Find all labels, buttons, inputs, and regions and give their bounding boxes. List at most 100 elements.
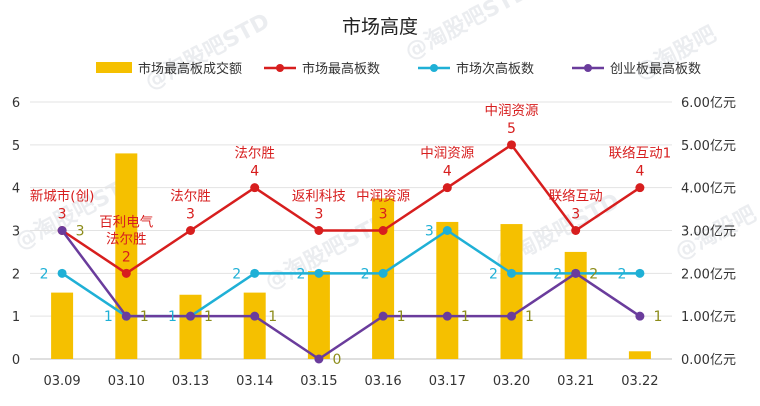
svg-text:@淘股吧STD: @淘股吧STD: [141, 8, 274, 95]
right-tick-label: 0.00亿元: [681, 353, 736, 368]
value-label: 2: [489, 266, 498, 282]
value-label: 1: [461, 309, 470, 325]
value-label: 0: [332, 352, 341, 368]
left-tick-label: 4: [12, 182, 20, 197]
value-label: 3: [425, 224, 434, 240]
x-tick-label: 03.21: [557, 374, 594, 389]
value-label: 2: [617, 266, 626, 282]
series-point: [186, 226, 195, 235]
stock-label: 中润资源: [420, 146, 474, 162]
x-tick-label: 03.20: [493, 374, 530, 389]
bar: [628, 351, 651, 359]
series-point: [442, 226, 452, 235]
bar-series: [51, 153, 651, 359]
value-label: 1: [268, 309, 277, 325]
bar: [243, 292, 266, 359]
series-point: [507, 268, 516, 278]
value-label: 3: [186, 207, 195, 223]
bar: [51, 292, 74, 359]
value-label: 1: [140, 309, 149, 325]
legend-marker: [276, 64, 284, 72]
x-tick-label: 03.14: [236, 374, 273, 389]
bar: [436, 221, 459, 359]
x-tick-label: 03.22: [621, 374, 658, 389]
value-label: 3: [379, 207, 388, 223]
stock-label: 中润资源: [485, 103, 539, 119]
left-tick-label: 2: [12, 267, 20, 282]
stock-label: 联络互动: [549, 189, 603, 205]
right-axis: 0.00亿元 1.00亿元 2.00亿元 3.00亿元 4.00亿元 5.00亿元 6.00…: [681, 96, 736, 368]
left-tick-label: 1: [12, 310, 20, 325]
series-point: [635, 183, 645, 193]
series-point: [635, 268, 645, 278]
series-point: [571, 268, 581, 278]
value-label: 1: [204, 309, 213, 325]
x-tick-label: 03.13: [172, 374, 209, 389]
value-label: 2: [122, 249, 131, 265]
value-label: 2: [40, 266, 49, 282]
series-point: [378, 226, 388, 235]
value-label: 4: [635, 164, 644, 180]
series-point: [250, 311, 260, 321]
right-tick-label: 6.00亿元: [681, 96, 736, 111]
x-tick-label: 03.17: [429, 374, 466, 389]
series-point: [507, 140, 516, 150]
series-point: [442, 311, 452, 321]
series-point: [121, 311, 131, 321]
series-point: [378, 311, 388, 321]
series-point: [442, 183, 452, 193]
left-tick-label: 3: [12, 225, 20, 240]
value-label: 2: [589, 266, 598, 282]
right-tick-label: 4.00亿元: [681, 182, 736, 197]
bar: [179, 294, 202, 359]
bar: [500, 224, 523, 359]
series-point: [571, 226, 581, 235]
bar: [564, 251, 587, 359]
value-label: 2: [232, 266, 241, 282]
line-series: [57, 140, 645, 364]
right-tick-label: 2.00亿元: [681, 267, 736, 282]
stock-label: 法尔胜: [170, 189, 211, 205]
series-point: [186, 311, 195, 321]
legend-swatch: [96, 62, 132, 73]
value-label: 3: [76, 224, 85, 240]
left-tick-label: 5: [12, 139, 20, 154]
left-axis: 0 1 2 3 4 5 6: [12, 96, 20, 368]
left-tick-label: 6: [12, 96, 20, 111]
series-point: [250, 268, 260, 278]
svg-text:@淘股吧STD: @淘股吧STD: [401, 0, 534, 65]
value-label: 4: [250, 164, 259, 180]
value-label: 1: [525, 309, 534, 325]
value-label: 1: [168, 309, 177, 325]
series-point: [57, 268, 67, 278]
value-label: 5: [507, 121, 516, 137]
value-label: 4: [443, 164, 452, 180]
x-tick-label: 03.16: [364, 374, 401, 389]
series-point: [314, 354, 324, 364]
x-tick-label: 03.15: [300, 374, 337, 389]
value-label: 3: [58, 207, 67, 223]
value-label: 2: [296, 266, 305, 282]
value-label: 1: [653, 309, 662, 325]
value-label: 2: [361, 266, 370, 282]
value-label: 2: [553, 266, 562, 282]
bar: [307, 271, 330, 359]
legend-label: 市场次高板数: [456, 61, 534, 77]
stock-label: 返利科技: [292, 189, 346, 205]
value-label: 1: [397, 309, 406, 325]
series-line: [61, 143, 641, 275]
legend-label: 创业板最高板数: [610, 61, 701, 77]
right-tick-label: 5.00亿元: [681, 139, 736, 154]
legend: 市场最高板成交额 市场最高板数 市场次高板数 创业板最高板数: [96, 61, 701, 77]
legend-label: 市场最高板成交额: [138, 61, 242, 77]
data-labels: 3新城市(创)2百利电气法尔胜3法尔胜4法尔胜3返利科技3中润资源4中润资源5中…: [30, 103, 671, 368]
stock-label: 联络互动1: [609, 146, 672, 162]
series-point: [378, 268, 388, 278]
value-label: 1: [104, 309, 113, 325]
series-point: [121, 268, 131, 278]
series-point: [314, 268, 324, 278]
right-tick-label: 3.00亿元: [681, 225, 736, 240]
stock-label: 新城市(创): [30, 188, 95, 205]
